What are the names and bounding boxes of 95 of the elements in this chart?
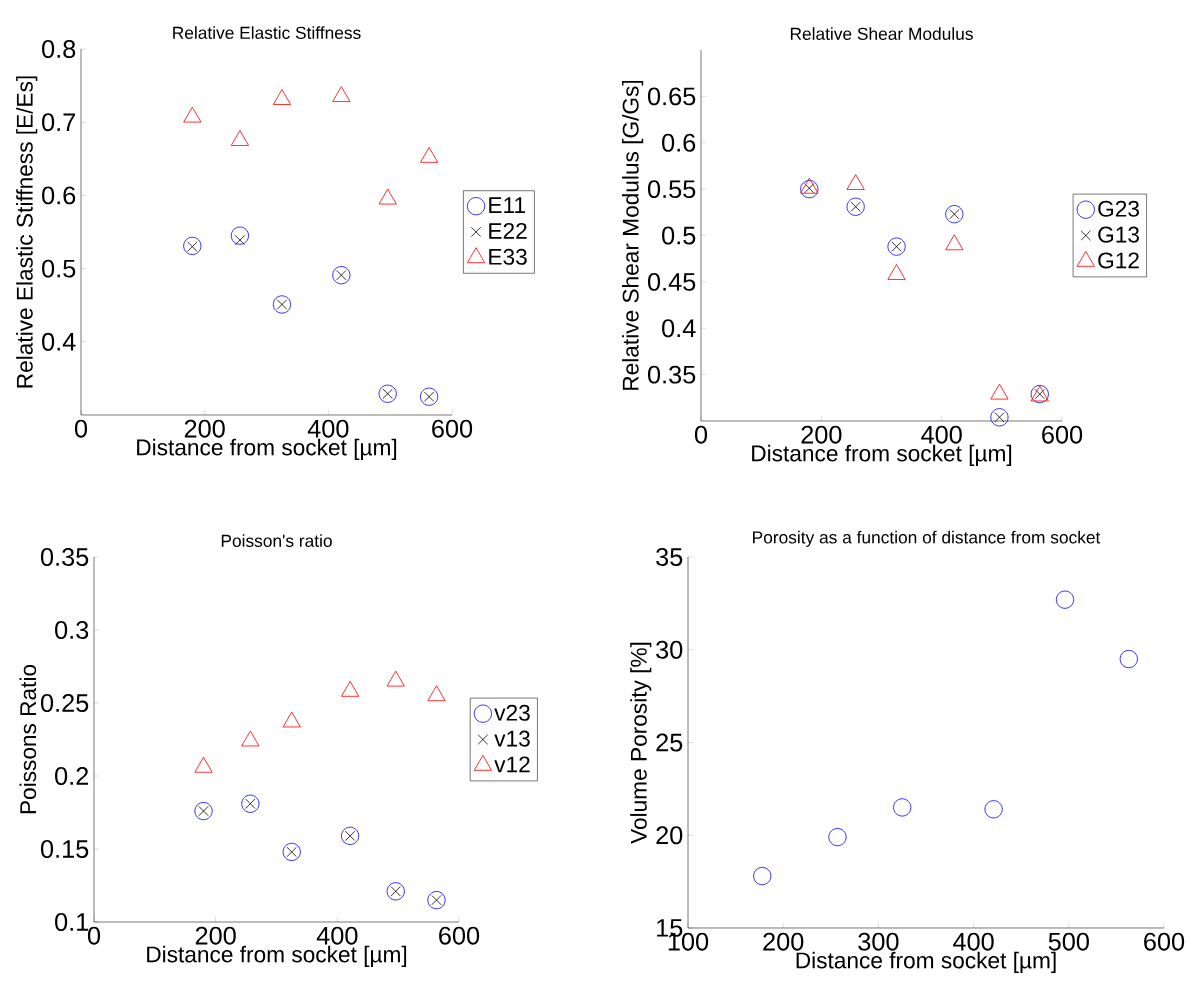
x-tick-label: 300 (858, 932, 899, 951)
y-tick-label: 0.4 (42, 332, 76, 351)
point (990, 408, 1009, 427)
chart-title: Relative Elastic Stiffness (173, 26, 361, 39)
point (378, 384, 397, 403)
chart-title: Porosity as a function of distance from socket (753, 530, 1101, 547)
point (230, 130, 249, 146)
point (341, 826, 360, 845)
x-tick-label: 200 (184, 419, 225, 438)
point (828, 828, 847, 847)
legend-label: G23 (1098, 200, 1139, 217)
x-axis-title: Distance from socket [µm] (147, 945, 407, 967)
x-tick-label: 200 (801, 425, 842, 444)
x-tick-label: 600 (1042, 425, 1083, 444)
y-tick-label: 0.3 (55, 621, 89, 639)
x-tick-label: 0 (694, 425, 708, 444)
point (332, 266, 351, 285)
legend-label: E22 (489, 222, 527, 239)
y-axis-title: Relative Shear Modulus [G/Gs] (622, 80, 644, 390)
point (887, 237, 906, 256)
point (427, 685, 446, 702)
y-tick-label: 0.8 (42, 40, 76, 58)
x-tick-label: 600 (1144, 932, 1185, 951)
y-tick-label: 0.6 (662, 133, 696, 152)
x-tick-label: 400 (316, 926, 358, 945)
point (272, 89, 292, 105)
x-axis-title: Distance from socket [µm] (137, 438, 397, 460)
point (420, 387, 439, 406)
y-tick-label: 0.4 (662, 319, 696, 338)
x-tick-label: 200 (763, 932, 804, 951)
x-tick-label: 500 (1048, 932, 1089, 951)
x-tick-label: 400 (307, 419, 349, 438)
point (241, 730, 260, 747)
y-tick-label: 0.35 (40, 548, 89, 566)
point (332, 86, 351, 102)
legend-label: G13 (1098, 226, 1139, 243)
chart-title: Poisson's ratio (221, 534, 332, 547)
y-tick-label: 20 (656, 826, 683, 845)
x-tick-label: 0 (74, 419, 88, 438)
x-tick-label: 600 (439, 926, 480, 945)
point (1119, 649, 1138, 669)
point (386, 670, 405, 687)
y-tick-label: 0.2 (55, 767, 89, 785)
x-axis-title: Distance from socket [µm] (752, 444, 1012, 466)
y-tick-label: 0.35 (647, 365, 696, 384)
legend-label: v12 (494, 756, 530, 773)
point (427, 891, 446, 910)
y-tick-label: 30 (656, 640, 683, 659)
legend-label: v23 (494, 704, 530, 721)
x-axis-title: Distance from socket [µm] (796, 951, 1056, 973)
point (800, 180, 819, 199)
y-tick-label: 0.65 (647, 87, 696, 106)
point (194, 801, 213, 821)
y-tick-label: 0.25 (40, 694, 89, 712)
x-tick-label: 200 (195, 926, 236, 945)
x-tick-label: 0 (87, 926, 101, 945)
legend-label: E11 (489, 197, 525, 213)
point (183, 236, 202, 255)
y-tick-label: 0.6 (42, 186, 76, 205)
y-tick-label: 0.15 (40, 840, 89, 858)
legend-label: E33 (489, 248, 527, 265)
point (386, 882, 405, 901)
x-tick-label: 600 (432, 419, 473, 438)
legend-label: v13 (494, 730, 530, 747)
y-tick-label: 0.1 (55, 913, 89, 931)
point (241, 794, 260, 813)
point (230, 226, 249, 245)
y-tick-label: 25 (656, 733, 683, 752)
y-tick-label: 0.5 (662, 226, 696, 245)
point (378, 188, 397, 205)
point (753, 866, 772, 886)
y-tick-label: 0.55 (647, 180, 696, 199)
point (945, 205, 964, 224)
y-axis-title: Relative Elastic Stiffness [E/Es] (16, 76, 38, 388)
y-tick-label: 0.5 (42, 259, 76, 278)
point (183, 106, 202, 123)
y-tick-label: 0.7 (42, 113, 76, 132)
y-tick-label: 0.45 (647, 272, 696, 291)
point (893, 798, 912, 817)
x-tick-label: 400 (921, 425, 962, 444)
point (420, 146, 439, 163)
y-axis-title: Volume Porosity [%] (630, 642, 652, 844)
point (1055, 590, 1075, 609)
point (272, 295, 292, 314)
point (194, 756, 213, 773)
point (282, 711, 301, 728)
x-tick-label: 400 (953, 932, 994, 951)
point (341, 680, 360, 697)
point (984, 800, 1003, 819)
legend-label: G12 (1098, 252, 1139, 269)
point (282, 842, 301, 861)
chart-title: Relative Shear Modulus (790, 27, 973, 40)
point (846, 197, 865, 216)
y-tick-label: 35 (656, 548, 683, 566)
y-axis-title: Poissons Ratio (19, 664, 37, 814)
